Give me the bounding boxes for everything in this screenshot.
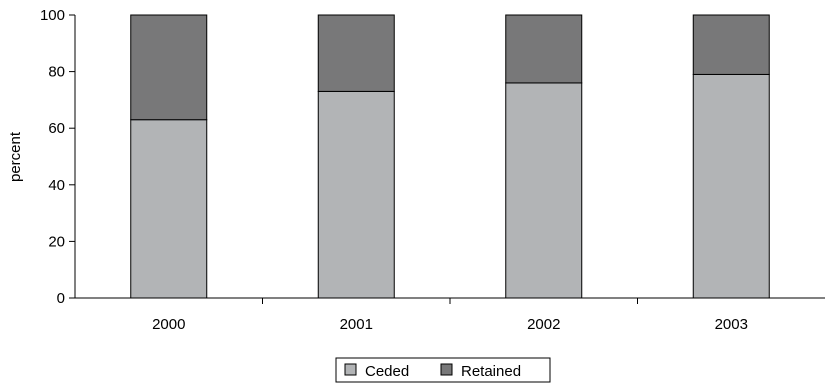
x-tick-label-2002: 2002 <box>527 316 560 333</box>
legend: Ceded Retained <box>335 357 551 383</box>
x-tick-labels: 2000 2001 2002 2003 <box>152 316 748 333</box>
y-tick-label-0: 0 <box>57 290 65 307</box>
bars-layer <box>130 14 770 299</box>
y-tick-labels: 0 20 40 60 80 100 <box>40 7 65 307</box>
legend-label-ceded: Ceded <box>365 363 409 380</box>
y-tick-label-100: 100 <box>40 7 65 24</box>
legend-swatch-ceded <box>344 363 357 376</box>
legend-swatch-retained <box>440 363 453 376</box>
bar-ceded-2002 <box>505 82 583 299</box>
bar-ceded-2000 <box>130 119 208 299</box>
bar-retained-2000 <box>130 14 208 121</box>
bar-ceded-2003 <box>692 73 770 299</box>
y-axis-title: percent <box>7 131 24 182</box>
bar-ceded-2001 <box>317 90 395 299</box>
bar-retained-2002 <box>505 14 583 84</box>
x-tick-label-2001: 2001 <box>340 316 373 333</box>
bar-retained-2003 <box>692 14 770 75</box>
y-tick-label-80: 80 <box>48 64 65 81</box>
y-tick-label-60: 60 <box>48 120 65 137</box>
bar-retained-2001 <box>317 14 395 92</box>
legend-label-retained: Retained <box>461 363 521 380</box>
x-tick-label-2000: 2000 <box>152 316 185 333</box>
y-tick-label-20: 20 <box>48 233 65 250</box>
y-tick-label-40: 40 <box>48 177 65 194</box>
axes-layer <box>69 14 825 304</box>
x-tick-label-2003: 2003 <box>715 316 748 333</box>
